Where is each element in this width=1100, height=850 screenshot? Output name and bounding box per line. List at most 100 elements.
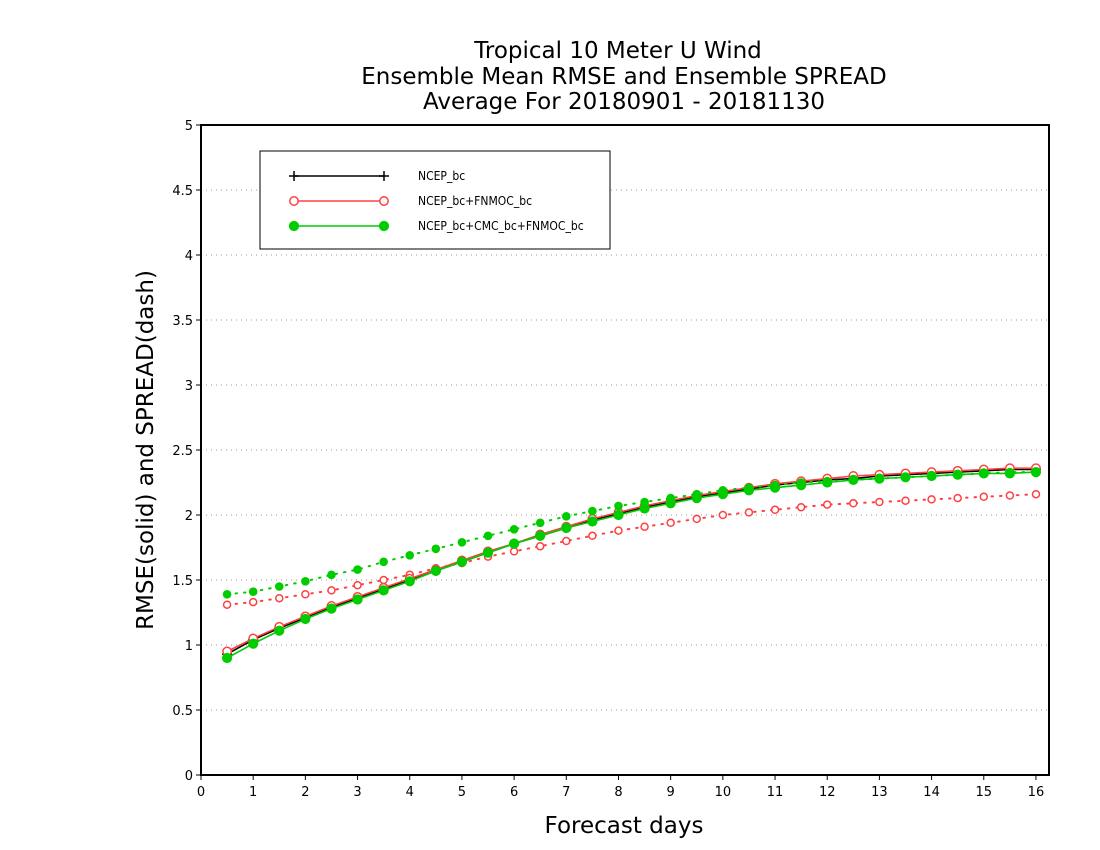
y-tick-label: 0.5 [172, 704, 193, 719]
legend-marker [289, 196, 299, 206]
rmse-point [378, 585, 389, 596]
spread-point [718, 510, 728, 520]
spread-point [509, 525, 519, 534]
rmse-point [796, 480, 807, 491]
x-axis-label: Forecast days [545, 813, 704, 839]
x-tick-label: 1 [249, 785, 257, 800]
legend-label: NCEP_bc+FNMOC_bc [418, 194, 532, 208]
legend: NCEP_bc NCEP_bc+FNMOC_bc NCEP_bc+CMC_bc+FN… [259, 150, 611, 250]
x-tick-label: 12 [819, 785, 836, 800]
y-tick-label: 5 [185, 119, 193, 134]
spread-point [248, 597, 258, 607]
rmse-point [822, 477, 833, 488]
y-axis-label: RMSE(solid) and SPREAD(dash) [133, 270, 159, 630]
rmse-point [613, 509, 624, 521]
y-tick-label: 4 [185, 249, 193, 264]
spread-point [222, 600, 232, 609]
legend-marker [378, 220, 390, 232]
spread-point [379, 557, 388, 567]
rmse-point [509, 538, 520, 549]
series-0 [222, 464, 1041, 660]
rmse-point [587, 516, 598, 527]
legend-marker [379, 196, 389, 206]
x-tick-label: 0 [197, 785, 205, 800]
spread-point [1031, 489, 1041, 499]
rmse-point [352, 594, 363, 605]
spread-point [979, 492, 989, 502]
spread-point [770, 505, 780, 515]
spread-point [301, 577, 310, 586]
spread-point [379, 575, 388, 585]
y-tick-label: 2.5 [172, 444, 193, 459]
y-tick-label: 3.5 [172, 314, 193, 329]
y-tick-label: 1 [185, 639, 193, 654]
spread-point [275, 593, 284, 603]
title-line-1: Tropical 10 Meter U Wind [473, 38, 762, 64]
rmse-point [535, 530, 546, 541]
x-axis-ticks: 0 1 2 3 4 5 6 7 8 9 10 11 12 13 14 15 16 [197, 775, 1044, 800]
spread-point [588, 506, 597, 516]
legend-marker [289, 171, 299, 181]
legend-marker [379, 171, 389, 181]
rmse-point [665, 498, 676, 509]
spread-point [431, 544, 441, 554]
rmse-point [926, 470, 937, 482]
rmse-point [978, 468, 989, 479]
title-line-3: Average For 20180901 - 20181130 [423, 89, 825, 115]
spread-point [744, 508, 754, 517]
spread-point [796, 502, 806, 512]
spread-point [353, 580, 362, 590]
legend-box [259, 150, 611, 250]
rmse-point [952, 469, 963, 480]
x-tick-label: 3 [353, 785, 361, 800]
plot-frame [200, 124, 1050, 776]
spread-point [875, 497, 884, 507]
rmse-point [900, 472, 911, 483]
spread-point [588, 531, 597, 541]
spread-point [692, 514, 702, 524]
x-tick-label: 13 [871, 785, 888, 800]
y-tick-label: 1.5 [172, 574, 193, 589]
series-1 [222, 463, 1041, 657]
spread-point [666, 518, 675, 528]
y-tick-label: 2 [185, 509, 193, 524]
rmse-point [1030, 467, 1042, 478]
y-tick-label: 3 [185, 379, 193, 394]
x-tick-label: 7 [562, 785, 570, 800]
legend-item: NCEP_bc+CMC_bc+FNMOC_bc [288, 219, 584, 233]
rmse-point [404, 576, 415, 587]
x-tick-label: 2 [301, 785, 309, 800]
spread-point [327, 570, 336, 580]
rmse-point [456, 556, 468, 567]
legend-item: NCEP_bc [289, 169, 465, 183]
rmse-point [561, 522, 572, 534]
x-tick-label: 8 [614, 785, 622, 800]
rmse-line [226, 468, 1036, 655]
x-tick-label: 5 [458, 785, 466, 800]
x-tick-label: 15 [975, 785, 992, 800]
title-line-2: Ensemble Mean RMSE and Ensemble SPREAD [361, 64, 886, 90]
y-tick-label: 0 [185, 769, 193, 784]
rmse-point [874, 473, 885, 484]
spread-point [457, 538, 467, 547]
spread-point [614, 526, 623, 535]
legend-label: NCEP_bc+CMC_bc+FNMOC_bc [418, 219, 584, 233]
x-tick-label: 11 [767, 785, 784, 800]
spread-point [849, 499, 858, 508]
rmse-point [482, 547, 494, 558]
spread-point [248, 587, 258, 596]
rmse-point [743, 485, 755, 496]
spread-point [353, 565, 362, 574]
spread-point [274, 582, 284, 591]
legend-marker [288, 220, 300, 232]
spread-point [614, 501, 623, 511]
rmse-point [300, 613, 311, 625]
y-axis-ticks: 0 0.5 1 1.5 2 2.5 3 3.5 4 4.5 5 [172, 119, 201, 784]
spread-point [535, 518, 545, 528]
x-tick-label: 14 [923, 785, 940, 800]
rmse-point [248, 638, 259, 649]
spread-line [226, 493, 1037, 606]
x-tick-label: 4 [406, 785, 414, 800]
spread-point [561, 512, 571, 521]
